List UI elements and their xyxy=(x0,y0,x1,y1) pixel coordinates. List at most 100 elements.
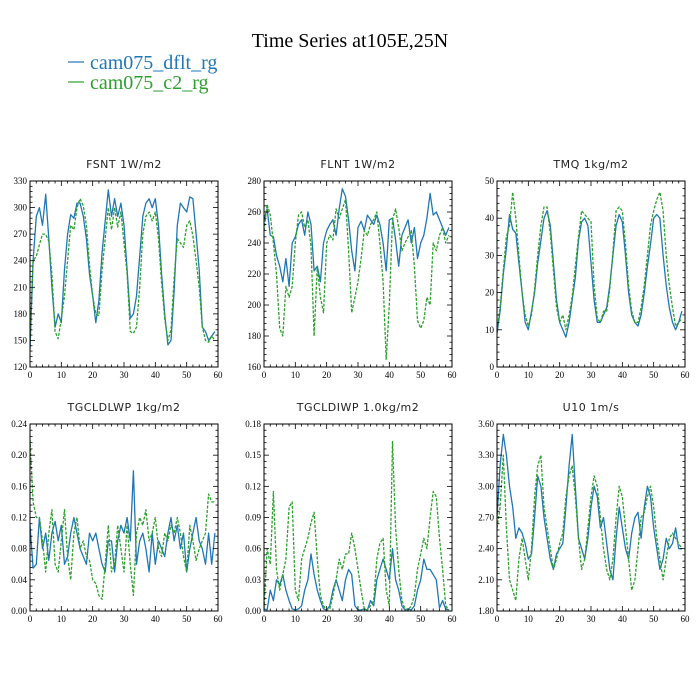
series-line-tgcldlwp-c2 xyxy=(30,439,215,600)
panel-title-fsnt: FSNT 1W/m2 xyxy=(86,158,162,171)
x-tick-label: 40 xyxy=(618,370,628,380)
y-tick-label: 0.09 xyxy=(245,513,261,523)
y-tick-label: 0.12 xyxy=(245,481,261,491)
x-tick-label: 40 xyxy=(385,614,395,624)
series-line-fsnt-c2 xyxy=(30,198,216,343)
x-tick-label: 0 xyxy=(495,370,500,380)
y-tick-label: 330 xyxy=(14,176,28,186)
x-tick-label: 30 xyxy=(354,614,364,624)
series-line-tgcldlwp-dflt xyxy=(30,470,216,573)
x-tick-label: 40 xyxy=(618,614,628,624)
y-tick-label: 260 xyxy=(248,207,262,217)
y-tick-label: 210 xyxy=(14,282,28,292)
y-tick-label: 0.00 xyxy=(245,606,261,616)
y-tick-label: 160 xyxy=(248,362,262,372)
series-line-tmq-c2 xyxy=(497,191,683,331)
series-line-u10-c2 xyxy=(497,454,683,602)
x-tick-label: 20 xyxy=(322,370,332,380)
x-tick-label: 10 xyxy=(524,370,534,380)
y-tick-label: 200 xyxy=(248,300,262,310)
y-tick-label: 240 xyxy=(248,238,262,248)
legend-label-c2: cam075_c2_rg xyxy=(90,72,209,94)
y-tick-label: 2.40 xyxy=(478,544,494,554)
y-tick-label: 1.80 xyxy=(478,606,494,616)
series-line-tgcldiwp-dflt xyxy=(264,548,450,611)
x-tick-label: 10 xyxy=(57,614,67,624)
y-tick-label: 3.60 xyxy=(478,419,494,429)
y-tick-label: 270 xyxy=(14,229,28,239)
y-tick-label: 40 xyxy=(485,213,495,223)
y-tick-label: 3.30 xyxy=(478,450,494,460)
y-tick-label: 0.00 xyxy=(11,606,27,616)
y-tick-label: 0.04 xyxy=(11,575,27,585)
y-tick-label: 0.16 xyxy=(11,481,27,491)
x-tick-label: 30 xyxy=(120,370,130,380)
x-tick-label: 20 xyxy=(88,370,98,380)
x-tick-label: 60 xyxy=(448,370,458,380)
y-tick-label: 0.24 xyxy=(11,419,27,429)
y-tick-label: 30 xyxy=(485,250,495,260)
series-line-tgcldiwp-c2 xyxy=(264,441,450,611)
x-tick-label: 20 xyxy=(322,614,332,624)
x-tick-label: 20 xyxy=(88,614,98,624)
y-tick-label: 0.06 xyxy=(245,544,261,554)
x-tick-label: 60 xyxy=(214,614,224,624)
series-line-tmq-dflt xyxy=(497,210,683,338)
figure-title: Time Series at105E,25N xyxy=(252,30,448,52)
x-tick-label: 50 xyxy=(182,370,192,380)
x-tick-label: 0 xyxy=(262,614,267,624)
x-tick-label: 40 xyxy=(151,614,161,624)
x-tick-label: 10 xyxy=(57,370,67,380)
panel-tmq: TMQ 1kg/m2 0 10 20 30 40 50 60 0 10 20 30 40 50 xyxy=(485,158,690,380)
x-tick-label: 20 xyxy=(555,370,565,380)
y-tick-label: 0 xyxy=(490,362,495,372)
x-tick-label: 0 xyxy=(262,370,267,380)
x-tick-label: 60 xyxy=(681,614,691,624)
x-tick-label: 50 xyxy=(416,370,426,380)
panel-flnt: FLNT 1W/m2 0 10 20 30 40 50 60 160 180 200 220 240 26… xyxy=(248,158,458,380)
y-tick-label: 180 xyxy=(14,309,28,319)
x-tick-label: 40 xyxy=(151,370,161,380)
legend-label-dflt: cam075_dflt_rg xyxy=(90,52,217,74)
x-tick-label: 40 xyxy=(385,370,395,380)
x-tick-label: 10 xyxy=(524,614,534,624)
y-tick-label: 0.08 xyxy=(11,544,27,554)
y-tick-label: 280 xyxy=(248,176,262,186)
plot-frame-tmq xyxy=(496,180,686,368)
x-tick-label: 50 xyxy=(182,614,192,624)
plot-frame-flnt xyxy=(263,180,453,368)
x-tick-label: 50 xyxy=(649,370,659,380)
series-line-u10-dflt xyxy=(497,433,682,581)
y-tick-label: 2.70 xyxy=(478,513,494,523)
x-tick-label: 30 xyxy=(587,614,597,624)
plot-frame-tgcldlwp xyxy=(29,423,219,612)
x-tick-label: 30 xyxy=(354,370,364,380)
x-tick-label: 10 xyxy=(291,370,301,380)
x-tick-label: 0 xyxy=(495,614,500,624)
y-tick-label: 20 xyxy=(485,288,495,298)
plot-frame-u10 xyxy=(496,423,686,612)
y-tick-label: 180 xyxy=(248,331,262,341)
panel-tgcldiwp: TGCLDIWP 1.0kg/m2 0 10 20 30 40 50 60 0.00 0.03 0.… xyxy=(245,401,457,624)
panel-title-flnt: FLNT 1W/m2 xyxy=(320,158,395,171)
y-tick-label: 0.20 xyxy=(11,450,27,460)
panel-fsnt: FSNT 1W/m2 0 10 20 30 40 50 60 120 150 180 210 240 27… xyxy=(14,158,224,380)
x-tick-label: 50 xyxy=(649,614,659,624)
x-tick-label: 20 xyxy=(555,614,565,624)
panel-title-tgcldiwp: TGCLDIWP 1.0kg/m2 xyxy=(296,401,420,414)
x-tick-label: 60 xyxy=(214,370,224,380)
panel-u10: U10 1m/s 0 10 20 30 40 50 60 1.80 2.10 2.40 2.70 3.0… xyxy=(478,401,690,624)
y-tick-label: 50 xyxy=(485,176,495,186)
panel-tgcldlwp: TGCLDLWP 1kg/m2 0 10 20 30 40 50 60 0.00 0.04 0.08… xyxy=(11,401,223,624)
panel-title-tmq: TMQ 1kg/m2 xyxy=(552,158,628,171)
y-tick-label: 120 xyxy=(14,362,28,372)
y-tick-label: 0.03 xyxy=(245,575,261,585)
y-tick-label: 3.00 xyxy=(478,481,494,491)
series-line-fsnt-dflt xyxy=(30,189,216,350)
panel-title-u10: U10 1m/s xyxy=(563,401,620,414)
y-tick-label: 150 xyxy=(14,335,28,345)
x-tick-label: 10 xyxy=(291,614,301,624)
panel-title-tgcldlwp: TGCLDLWP 1kg/m2 xyxy=(67,401,181,414)
panels: FSNT 1W/m2 0 10 20 30 40 50 60 120 150 180 210 240 27… xyxy=(11,158,690,624)
